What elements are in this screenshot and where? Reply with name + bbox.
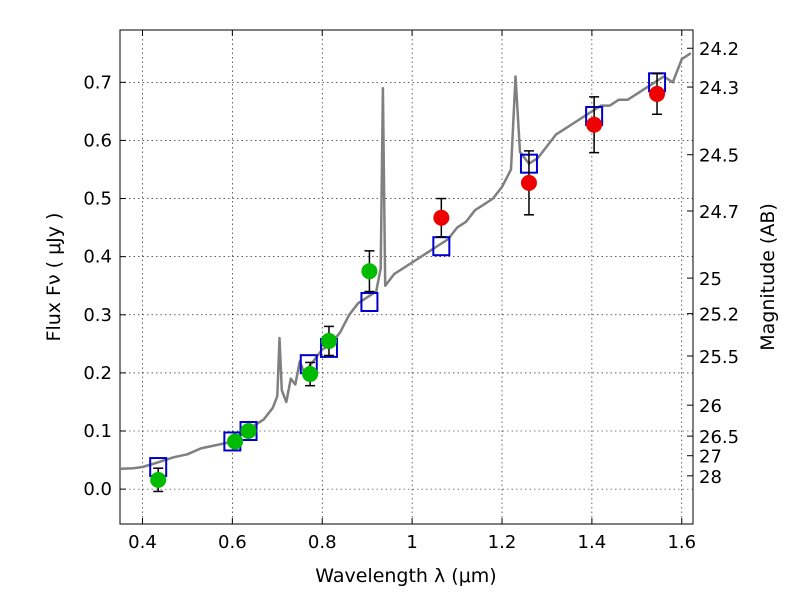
x-axis-title: Wavelength λ (μm) bbox=[315, 565, 496, 587]
y-tick-label: 0.0 bbox=[83, 479, 112, 500]
y2-axis-title: Magnitude (AB) bbox=[757, 203, 779, 351]
observed-point bbox=[320, 332, 337, 349]
observed-point bbox=[586, 116, 603, 133]
mag-tick-label: 24.5 bbox=[699, 146, 739, 167]
y-tick-label: 0.6 bbox=[83, 130, 112, 151]
mag-tick-label: 26.5 bbox=[699, 427, 739, 448]
mag-tick-label: 25.5 bbox=[699, 347, 739, 368]
mag-tick-label: 24.7 bbox=[699, 202, 739, 223]
observed-point bbox=[520, 174, 537, 191]
mag-tick-label: 24.3 bbox=[699, 78, 739, 99]
axis-ticks: 0.4 0.6 0.8 1 1.2 1.4 1.6 0.0 0.1 0.2 0.3 0.4 0.5 0.6… bbox=[83, 30, 739, 553]
y-tick-label: 0.4 bbox=[83, 247, 112, 268]
observed-point bbox=[433, 209, 450, 226]
observed-point bbox=[649, 85, 666, 102]
x-tick-label: 1.2 bbox=[488, 532, 517, 553]
x-tick-label: 1.6 bbox=[667, 532, 696, 553]
plot-frame bbox=[119, 29, 694, 525]
x-tick-label: 0.8 bbox=[308, 532, 337, 553]
y-tick-label: 0.7 bbox=[83, 72, 112, 93]
y-tick-label: 0.1 bbox=[83, 421, 112, 442]
model-flux-box bbox=[360, 291, 379, 312]
mag-tick-label: 24.2 bbox=[699, 39, 739, 60]
data-marks bbox=[119, 52, 692, 493]
observed-point bbox=[227, 433, 244, 450]
y-axis-title: Flux Fν ( μJy ) bbox=[43, 213, 65, 342]
mag-tick-label: 27 bbox=[699, 447, 722, 468]
observed-point bbox=[302, 366, 319, 383]
x-tick-label: 0.4 bbox=[128, 532, 157, 553]
observed-point bbox=[361, 263, 378, 280]
y-tick-label: 0.3 bbox=[83, 305, 112, 326]
observed-point bbox=[240, 423, 257, 440]
mag-tick-label: 26 bbox=[699, 396, 722, 417]
mag-tick-label: 25 bbox=[699, 269, 722, 290]
spectrum-line bbox=[119, 52, 692, 471]
observed-point bbox=[150, 471, 167, 488]
y-tick-label: 0.2 bbox=[83, 363, 112, 384]
x-tick-label: 0.6 bbox=[218, 532, 247, 553]
x-tick-label: 1 bbox=[406, 532, 417, 553]
grid bbox=[120, 30, 693, 524]
y-tick-label: 0.5 bbox=[83, 189, 112, 210]
x-tick-label: 1.4 bbox=[578, 532, 607, 553]
mag-tick-label: 28 bbox=[699, 467, 722, 488]
mag-tick-label: 25.2 bbox=[699, 305, 739, 326]
